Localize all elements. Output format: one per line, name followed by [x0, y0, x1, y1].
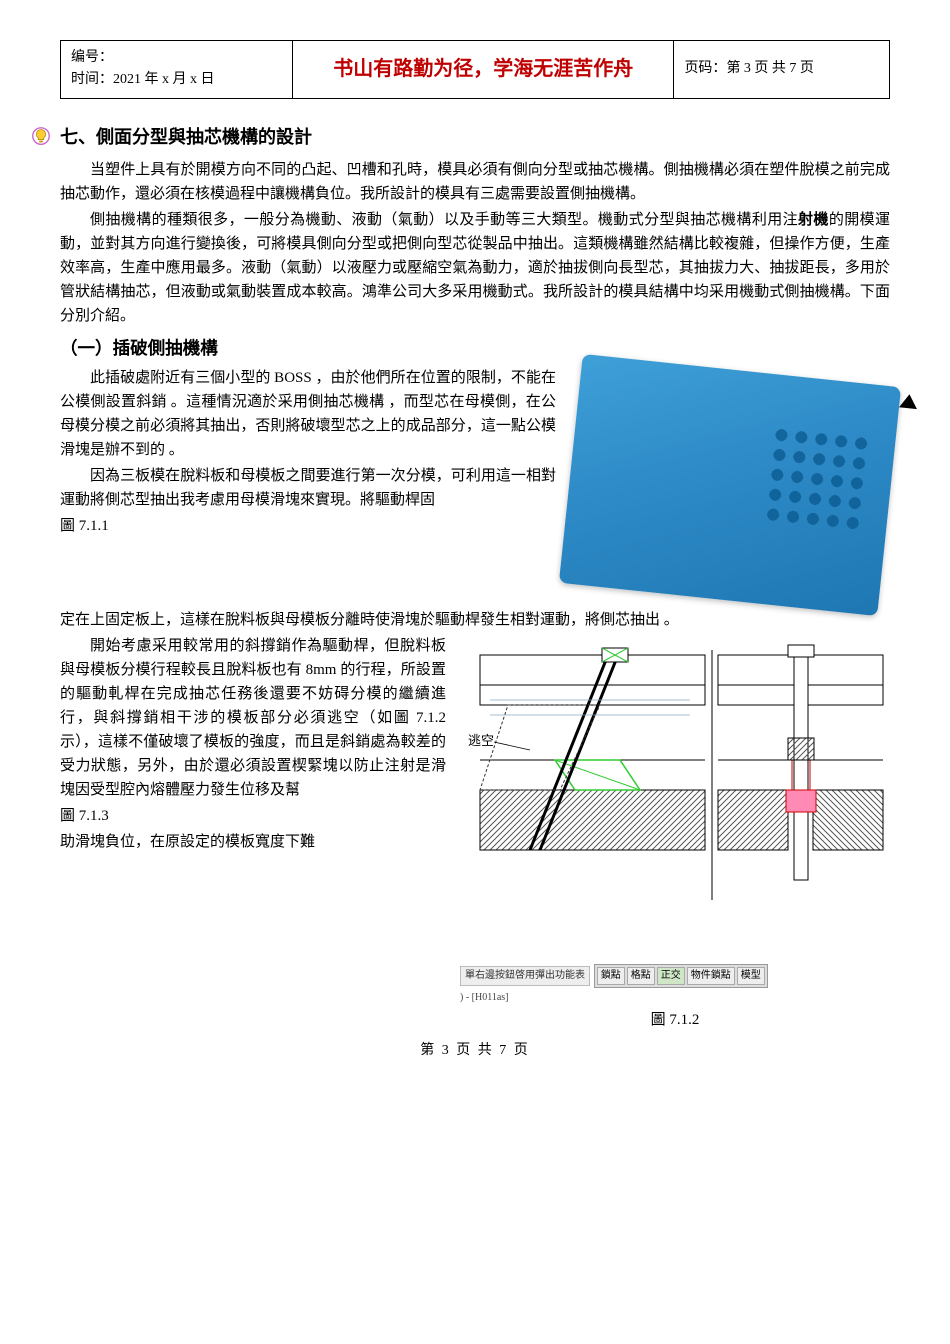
cad-toolbar: 鎖點 格點 正交 物件鎖點 模型	[594, 964, 768, 988]
page-label: 页码：	[684, 61, 726, 76]
page-header-table: 编号： 时间：2021 年 x 月 x 日 书山有路勤为径，学海无涯苦作舟 页码…	[60, 40, 890, 99]
sub1-paragraph-1: 此插破處附近有三個小型的 BOSS ，由於他們所在位置的限制，不能在公模側設置斜…	[60, 366, 556, 462]
cad-btn-grid[interactable]: 格點	[627, 967, 655, 985]
sub1-paragraph-2: 因為三板模在脫料板和母模板之間要進行第一次分模，可利用這一相對運動將側芯型抽出我…	[60, 464, 556, 512]
figure-712-drawing: 逃空	[460, 640, 890, 960]
arrow-marker-icon	[899, 393, 918, 409]
cad-btn-model[interactable]: 模型	[737, 967, 765, 985]
subsection-1-heading: （一）插破側抽機構	[60, 334, 890, 362]
header-motto: 书山有路勤为径，学海无涯苦作舟	[293, 41, 674, 99]
plastic-part-render-image	[559, 354, 901, 616]
cad-hint-text: 單右邊按鈕啓用彈出功能表	[460, 966, 590, 986]
cad-btn-snap[interactable]: 鎖點	[597, 967, 625, 985]
sub1-paragraph-3: 定在上固定板上，這樣在脫料板與母模板分離時使滑塊於驅動桿發生相對運動，將側芯抽出…	[60, 608, 890, 632]
time-value: 2021 年 x 月 x 日	[113, 72, 215, 87]
section-paragraph-2: 側抽機構的種類很多，一般分為機動、液動（氣動）以及手動等三大類型。機動式分型與抽…	[60, 208, 890, 328]
figure-711-render	[570, 370, 890, 600]
cad-filename: ) - [H011as]	[460, 990, 890, 1006]
cad-btn-osnap[interactable]: 物件鎖點	[687, 967, 735, 985]
lightbulb-annotation-icon	[30, 125, 52, 147]
doc-no-label: 编号：	[71, 50, 113, 65]
p2-part1: 側抽機構的種類很多，一般分為機動、液動（氣動）以及手動等三大類型。機動式分型與抽…	[90, 212, 798, 228]
page-footer: 第 3 页 共 7 页	[60, 1040, 890, 1062]
diagram-label-avoid: 逃空	[468, 733, 494, 748]
section-heading: 七、側面分型與抽芯機構的設計	[60, 123, 890, 152]
header-right-cell: 页码：第 3 页 共 7 页	[674, 41, 890, 99]
figure-712-caption: 圖 7.1.2	[460, 1008, 890, 1032]
page-value: 第 3 页 共 7 页	[726, 61, 814, 76]
p2-bold: 射機	[798, 212, 829, 228]
time-label: 时间：	[71, 72, 113, 87]
p2-part2: 的開模運動，並對其方向進行變換後，可將模具側向分型或把側向型芯從製品中抽出。這類…	[60, 212, 890, 324]
cad-btn-ortho[interactable]: 正交	[657, 967, 685, 985]
header-left-cell: 编号： 时间：2021 年 x 月 x 日	[61, 41, 293, 99]
figure-712-block: 逃空 單右邊按鈕啓用彈出功能表 鎖點 格點 正交	[460, 640, 890, 1032]
cad-statusbar: 單右邊按鈕啓用彈出功能表 鎖點 格點 正交 物件鎖點 模型 ) - [H011a…	[460, 960, 890, 1006]
section-paragraph-1: 当塑件上具有於開模方向不同的凸起、凹槽和孔時，模具必須有側向分型或抽芯機構。側抽…	[60, 158, 890, 206]
figure-711-label: 圖 7.1.1	[60, 514, 556, 538]
